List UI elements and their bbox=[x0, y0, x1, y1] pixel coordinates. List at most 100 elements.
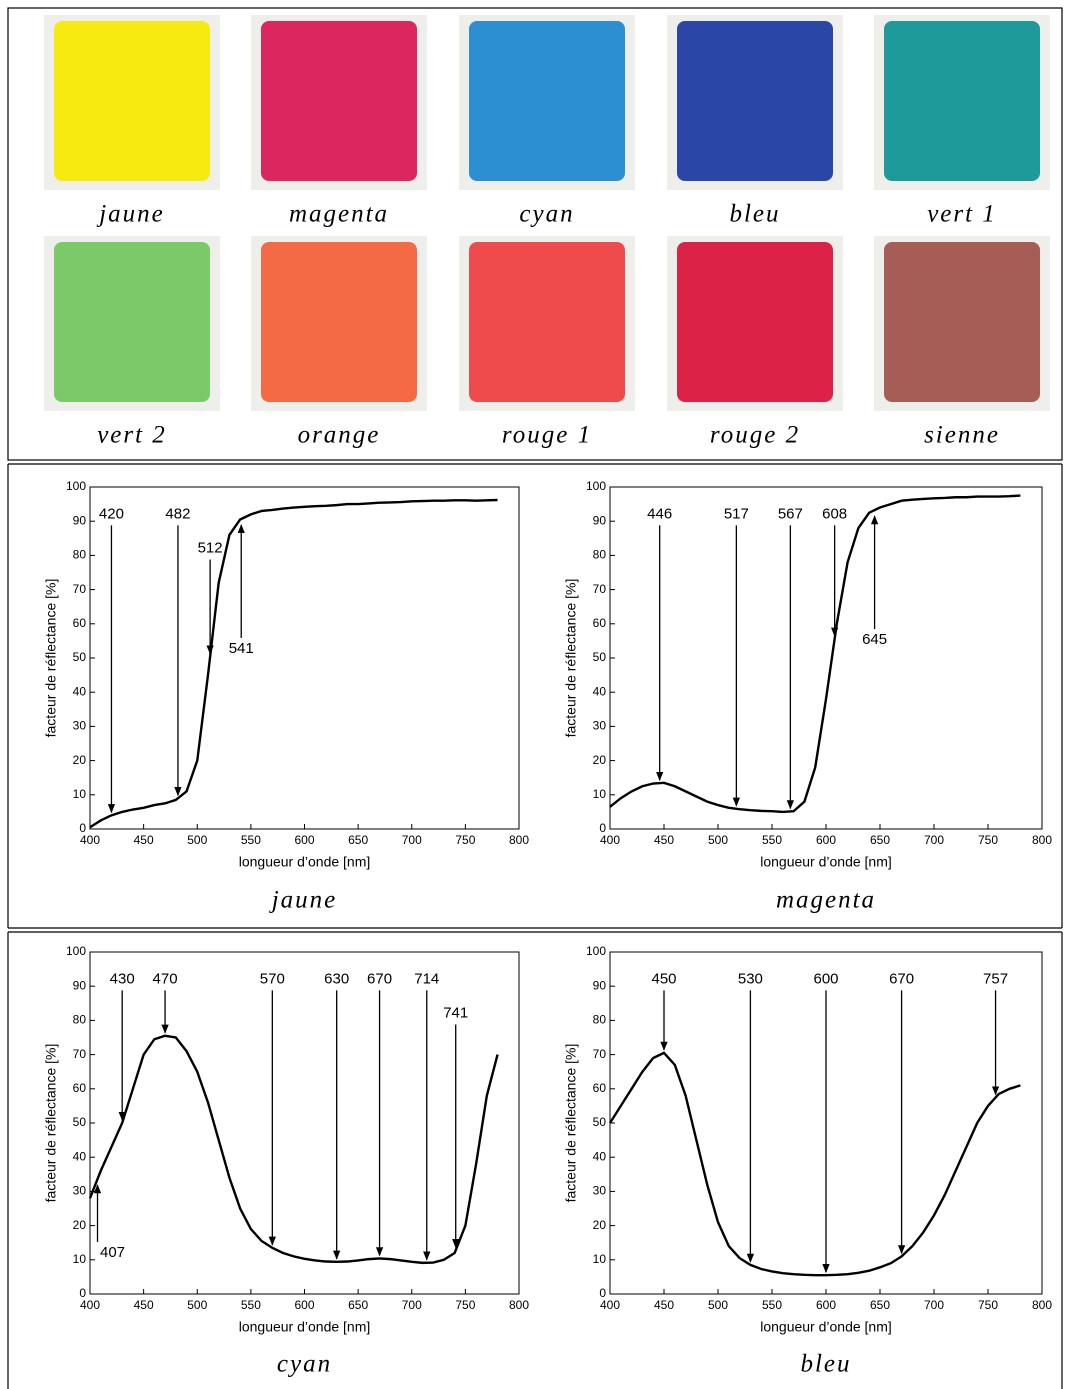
x-tick-label: 500 bbox=[708, 833, 728, 847]
annotation-label: 670 bbox=[889, 970, 914, 987]
chart-caption: jaune bbox=[269, 887, 338, 914]
swatch bbox=[469, 242, 625, 402]
spectrum-line bbox=[608, 1051, 1021, 1277]
swatch-label: magenta bbox=[289, 201, 389, 228]
annotation-label: 541 bbox=[229, 640, 254, 657]
y-tick-label: 20 bbox=[593, 753, 607, 767]
annotation-label: 450 bbox=[651, 970, 676, 987]
annotation-label: 470 bbox=[153, 970, 178, 987]
swatch-label: sienne bbox=[924, 422, 1000, 449]
x-tick-label: 450 bbox=[654, 1298, 674, 1312]
y-tick-label: 20 bbox=[73, 1218, 87, 1232]
y-tick-label: 0 bbox=[599, 1286, 606, 1300]
y-tick-label: 20 bbox=[593, 1218, 607, 1232]
x-tick-label: 500 bbox=[187, 833, 207, 847]
swatch bbox=[261, 21, 417, 181]
x-tick-label: 700 bbox=[924, 833, 944, 847]
x-tick-label: 600 bbox=[294, 833, 314, 847]
x-tick-label: 750 bbox=[978, 833, 998, 847]
x-tick-label: 650 bbox=[348, 1298, 368, 1312]
y-tick-label: 30 bbox=[73, 719, 87, 733]
y-tick-label: 90 bbox=[593, 513, 607, 527]
x-tick-label: 650 bbox=[348, 833, 368, 847]
x-tick-label: 650 bbox=[870, 833, 890, 847]
swatch-label: rouge 1 bbox=[502, 422, 592, 449]
y-tick-label: 50 bbox=[73, 1115, 87, 1129]
y-tick-label: 100 bbox=[66, 944, 86, 958]
y-tick-label: 40 bbox=[73, 684, 87, 698]
y-tick-label: 60 bbox=[593, 616, 607, 630]
x-tick-label: 450 bbox=[134, 833, 154, 847]
x-axis-label: longueur d’onde [nm] bbox=[760, 1319, 892, 1335]
x-tick-label: 500 bbox=[187, 1298, 207, 1312]
swatch-label: vert 2 bbox=[97, 422, 167, 449]
y-tick-label: 50 bbox=[593, 1115, 607, 1129]
y-tick-label: 80 bbox=[73, 1013, 87, 1027]
y-tick-label: 50 bbox=[73, 650, 87, 664]
x-tick-label: 800 bbox=[1032, 833, 1052, 847]
swatch bbox=[54, 242, 210, 402]
plot-area bbox=[609, 486, 1043, 830]
swatch-label: orange bbox=[298, 422, 381, 449]
annotation-label: 645 bbox=[862, 631, 887, 648]
y-tick-label: 90 bbox=[593, 978, 607, 992]
x-tick-label: 750 bbox=[455, 833, 475, 847]
chart-caption: cyan bbox=[277, 1351, 332, 1378]
y-tick-label: 10 bbox=[593, 787, 607, 801]
swatch-frame bbox=[7, 7, 1063, 461]
x-tick-label: 600 bbox=[816, 833, 836, 847]
y-tick-label: 90 bbox=[73, 978, 87, 992]
y-tick-label: 60 bbox=[73, 1081, 87, 1095]
annotation-label: 482 bbox=[165, 505, 190, 522]
x-tick-label: 750 bbox=[455, 1298, 475, 1312]
plot-area bbox=[89, 951, 520, 1295]
x-tick-label: 550 bbox=[762, 833, 782, 847]
annotation-label: 570 bbox=[260, 970, 285, 987]
annotation-label: 420 bbox=[99, 505, 124, 522]
y-tick-label: 0 bbox=[79, 821, 86, 835]
annotation-label: 517 bbox=[724, 505, 749, 522]
x-tick-label: 550 bbox=[762, 1298, 782, 1312]
y-tick-label: 100 bbox=[586, 944, 606, 958]
x-tick-label: 500 bbox=[708, 1298, 728, 1312]
x-tick-label: 650 bbox=[870, 1298, 890, 1312]
x-tick-label: 800 bbox=[1032, 1298, 1052, 1312]
swatch-label: jaune bbox=[96, 201, 165, 228]
annotation-label: 430 bbox=[110, 970, 135, 987]
spectrum-line bbox=[89, 498, 498, 829]
chart-caption: magenta bbox=[776, 887, 876, 914]
y-tick-label: 50 bbox=[593, 650, 607, 664]
annotation-label: 670 bbox=[367, 970, 392, 987]
y-axis-label: facteur de réflectance [%] bbox=[563, 579, 579, 738]
y-tick-label: 70 bbox=[73, 582, 87, 596]
annotation-label: 407 bbox=[100, 1244, 125, 1261]
frames bbox=[7, 7, 1063, 1389]
y-tick-label: 20 bbox=[73, 753, 87, 767]
swatch bbox=[54, 21, 210, 181]
swatch bbox=[884, 21, 1040, 181]
y-tick-label: 10 bbox=[593, 1252, 607, 1266]
y-tick-label: 40 bbox=[593, 684, 607, 698]
y-tick-label: 100 bbox=[586, 479, 606, 493]
y-tick-label: 80 bbox=[593, 548, 607, 562]
x-tick-label: 450 bbox=[134, 1298, 154, 1312]
y-axis-label: facteur de réflectance [%] bbox=[43, 1044, 59, 1203]
annotation-label: 741 bbox=[443, 1005, 468, 1022]
swatch bbox=[469, 21, 625, 181]
annotation-label: 600 bbox=[813, 970, 838, 987]
plot-area bbox=[89, 486, 520, 830]
y-axis-label: facteur de réflectance [%] bbox=[563, 1044, 579, 1203]
swatch bbox=[884, 242, 1040, 402]
swatch bbox=[677, 21, 833, 181]
swatch-label: bleu bbox=[729, 201, 780, 228]
y-tick-label: 100 bbox=[66, 479, 86, 493]
annotation-label: 567 bbox=[778, 505, 803, 522]
y-tick-label: 70 bbox=[593, 1047, 607, 1061]
annotation-label: 446 bbox=[647, 505, 672, 522]
y-tick-label: 30 bbox=[593, 719, 607, 733]
y-tick-label: 40 bbox=[73, 1149, 87, 1163]
y-tick-label: 0 bbox=[79, 1286, 86, 1300]
x-axis-label: longueur d’onde [nm] bbox=[239, 1319, 371, 1335]
annotation-label: 757 bbox=[983, 970, 1008, 987]
